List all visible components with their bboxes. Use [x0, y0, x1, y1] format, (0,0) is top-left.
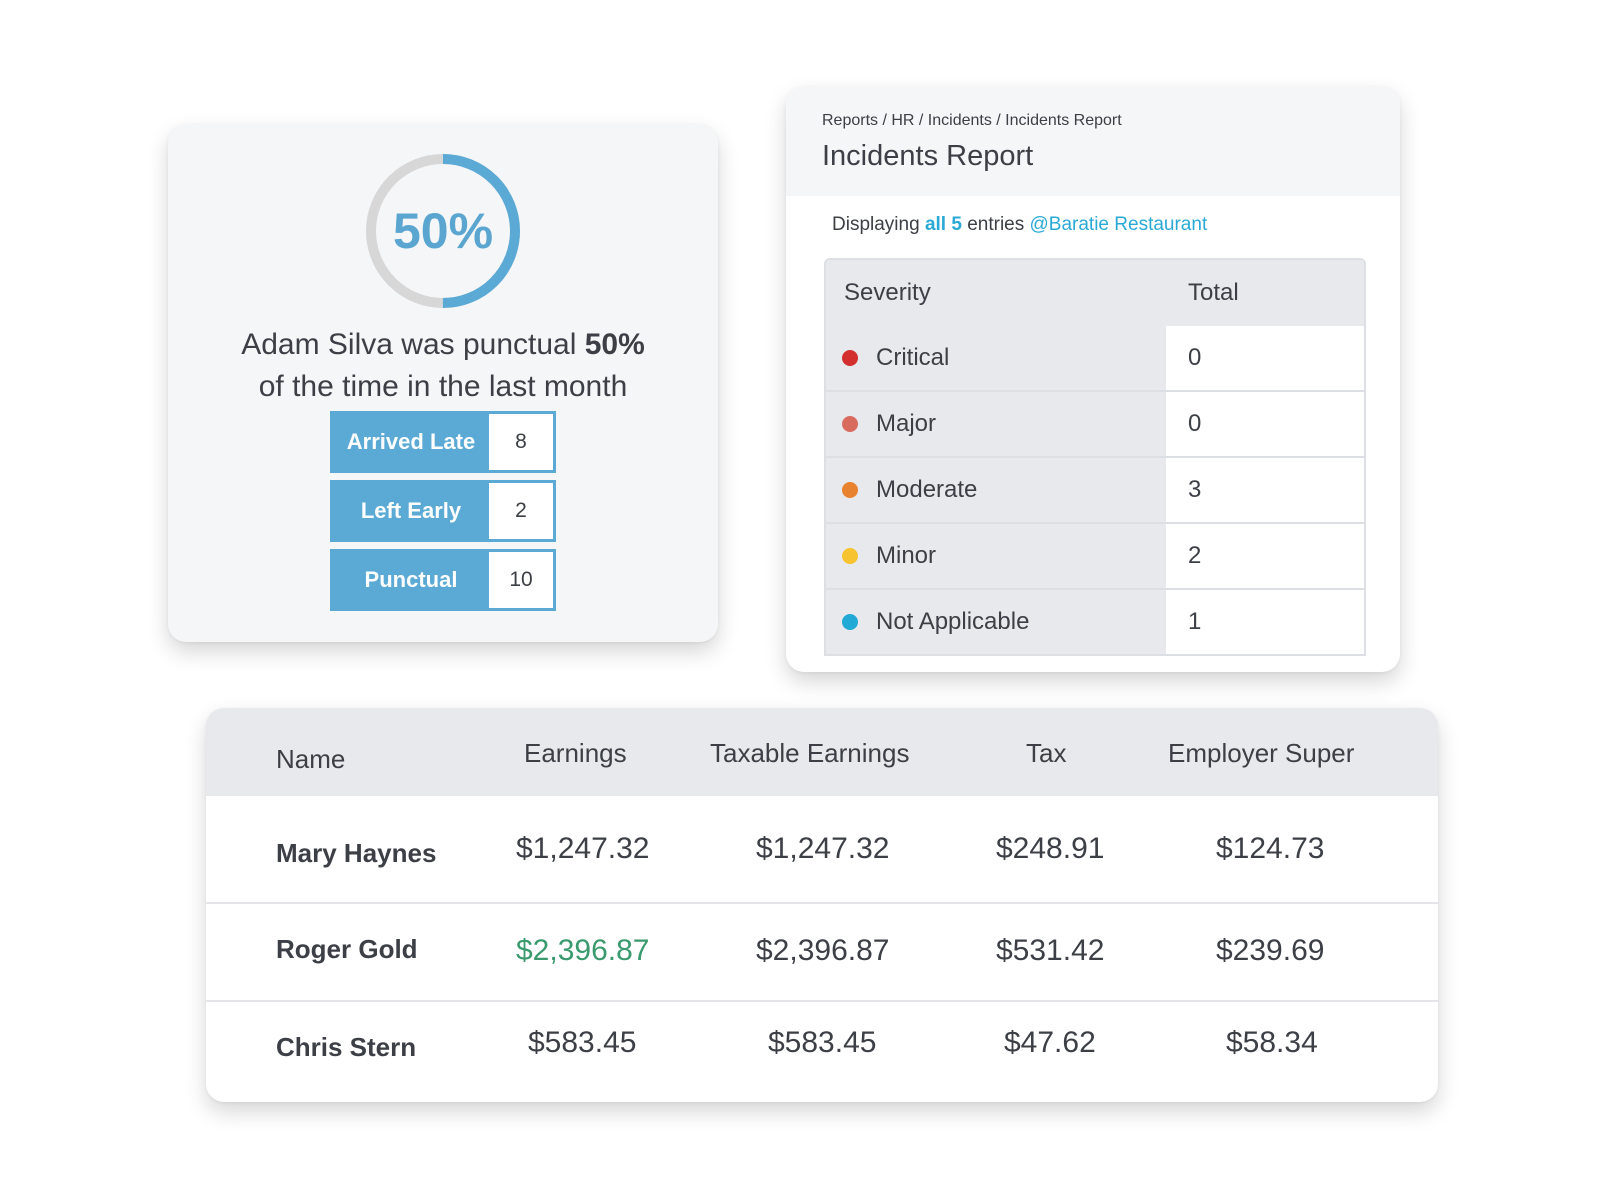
column-header-severity[interactable]: Severity [844, 279, 931, 306]
employer-super-cell: $58.34 [1226, 1026, 1318, 1059]
total-cell: 0 [1166, 326, 1364, 390]
employee-name[interactable]: Roger Gold [276, 934, 418, 964]
stat-punctual: Punctual 10 [330, 549, 556, 611]
severity-label: Critical [876, 344, 950, 371]
entries-summary: Displaying all 5 entries @Baratie Restau… [832, 214, 1207, 236]
total-cell: 1 [1166, 590, 1364, 654]
severity-dot-icon [842, 482, 858, 498]
severity-dot-icon [842, 548, 858, 564]
severity-label: Not Applicable [876, 608, 1030, 635]
taxable-earnings-cell: $2,396.87 [756, 934, 890, 967]
column-header-earnings[interactable]: Earnings [524, 738, 627, 768]
column-header-total[interactable]: Total [1188, 279, 1239, 306]
column-header-employer-super[interactable]: Employer Super [1168, 738, 1355, 768]
earnings-cell: $1,247.32 [516, 832, 650, 865]
employer-super-cell: $124.73 [1216, 832, 1325, 865]
table-row: Chris Stern $583.45 $583.45 $47.62 $58.3… [206, 1000, 1438, 1102]
employee-name[interactable]: Mary Haynes [276, 838, 437, 868]
table-row: Mary Haynes $1,247.32 $1,247.32 $248.91 … [206, 796, 1438, 896]
entries-count: all 5 [924, 214, 962, 235]
tax-cell: $248.91 [996, 832, 1105, 865]
severity-table-header: Severity Total [826, 260, 1364, 326]
column-header-name[interactable]: Name [276, 744, 346, 774]
stat-label: Left Early [360, 498, 462, 523]
summary-percent: 50% [584, 328, 645, 361]
punctuality-summary: Adam Silva was punctual 50% of the time … [188, 324, 698, 408]
tax-cell: $47.62 [1004, 1026, 1096, 1059]
severity-table-body: Critical 0 Major 0 Moderate 3 [826, 326, 1364, 654]
severity-cell: Major [826, 392, 1166, 456]
stat-value: 2 [489, 483, 553, 539]
earnings-cell-highlighted: $2,396.87 [516, 934, 650, 967]
stat-arrived-late: Arrived Late 8 [330, 411, 556, 473]
payroll-table-header: Name Earnings Taxable Earnings Tax Emplo… [206, 708, 1438, 796]
total-cell: 3 [1166, 458, 1364, 522]
taxable-earnings-cell: $1,247.32 [756, 832, 890, 865]
table-row: Roger Gold $2,396.87 $2,396.87 $531.42 $… [206, 902, 1438, 1004]
payroll-table-card: Name Earnings Taxable Earnings Tax Emplo… [206, 708, 1438, 1102]
severity-table: Severity Total Critical 0 Major 0 [824, 258, 1366, 656]
severity-label: Moderate [876, 476, 978, 503]
table-row: Critical 0 [826, 326, 1364, 390]
table-row: Minor 2 [826, 522, 1364, 588]
stat-label: Arrived Late [346, 429, 476, 454]
table-row: Major 0 [826, 390, 1364, 456]
entries-prefix: Displaying [832, 214, 925, 235]
severity-dot-icon [842, 416, 858, 432]
punctuality-progress-ring: 50% [360, 148, 526, 314]
stat-left-early: Left Early 2 [330, 480, 556, 542]
location-link[interactable]: @Baratie Restaurant [1029, 214, 1208, 235]
entries-middle: entries [961, 214, 1030, 235]
severity-dot-icon [842, 614, 858, 630]
severity-label: Major [876, 410, 937, 437]
page-title: Incidents Report [822, 140, 1034, 172]
breadcrumb[interactable]: Reports / HR / Incidents / Incidents Rep… [822, 112, 1122, 129]
tax-cell: $531.42 [996, 934, 1105, 967]
severity-label: Minor [876, 542, 937, 569]
summary-prefix: Adam Silva was punctual [241, 328, 585, 361]
earnings-cell: $583.45 [528, 1026, 637, 1059]
severity-cell: Moderate [826, 458, 1166, 522]
severity-cell: Critical [826, 326, 1166, 390]
severity-cell: Not Applicable [826, 590, 1166, 654]
stat-label: Punctual [364, 567, 458, 592]
column-header-tax[interactable]: Tax [1026, 738, 1067, 768]
summary-suffix: of the time in the last month [258, 370, 628, 403]
stat-value: 10 [489, 552, 553, 608]
employer-super-cell: $239.69 [1216, 934, 1325, 967]
incidents-header: Reports / HR / Incidents / Incidents Rep… [786, 86, 1400, 196]
total-cell: 0 [1166, 392, 1364, 456]
incidents-report-card: Reports / HR / Incidents / Incidents Rep… [786, 86, 1400, 672]
severity-dot-icon [842, 350, 858, 366]
progress-ring-graphic [366, 154, 520, 308]
progress-ring-fill [366, 154, 520, 308]
severity-cell: Minor [826, 524, 1166, 588]
stat-value: 8 [489, 414, 553, 470]
table-row: Not Applicable 1 [826, 588, 1364, 654]
table-row: Moderate 3 [826, 456, 1364, 522]
progress-percent-label: 50% [392, 203, 494, 259]
column-header-taxable-earnings[interactable]: Taxable Earnings [710, 738, 910, 768]
punctuality-card: 50% Adam Silva was punctual 50% of the t… [168, 124, 718, 642]
total-cell: 2 [1166, 524, 1364, 588]
employee-name[interactable]: Chris Stern [276, 1032, 417, 1062]
taxable-earnings-cell: $583.45 [768, 1026, 877, 1059]
